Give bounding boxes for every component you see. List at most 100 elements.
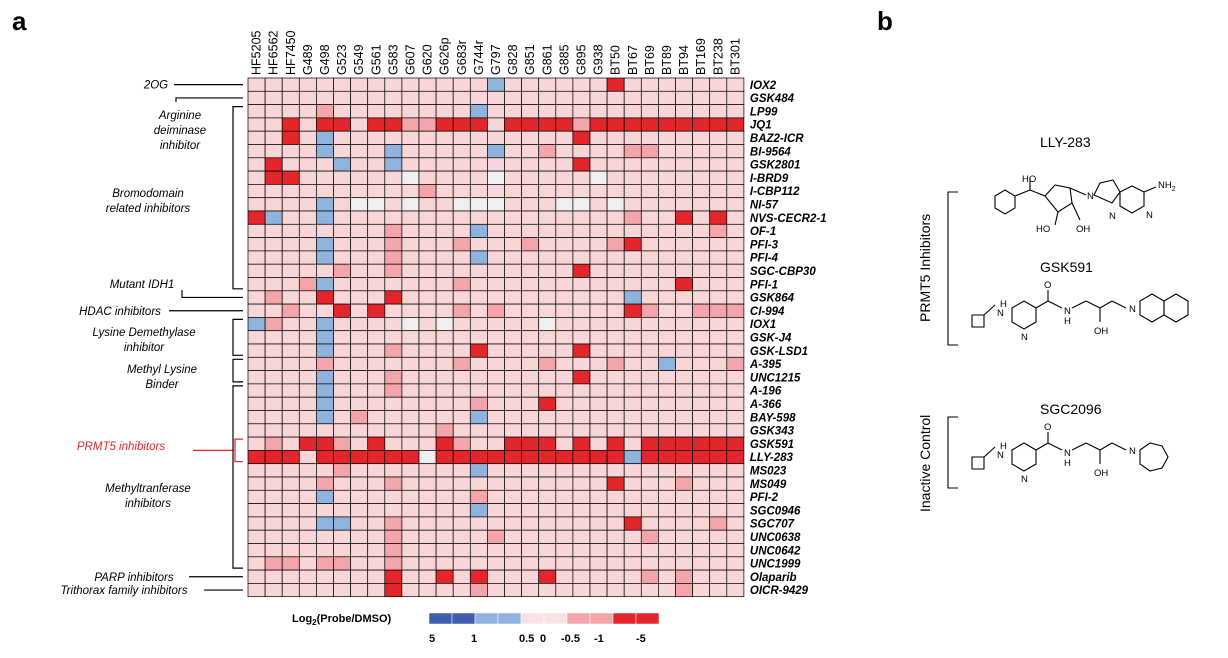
heatmap-cell xyxy=(572,303,591,318)
heatmap-cell xyxy=(709,383,728,398)
heatmap-cell xyxy=(589,277,608,292)
heatmap-cell xyxy=(726,569,745,584)
heatmap-cell xyxy=(367,436,386,451)
heatmap-cell xyxy=(367,476,386,491)
row-label: GSK-LSD1 xyxy=(750,346,808,358)
heatmap-cell xyxy=(281,277,300,292)
heatmap-cell xyxy=(298,210,317,225)
heatmap-cell xyxy=(435,503,454,518)
heatmap-cell xyxy=(298,516,317,531)
heatmap-cell xyxy=(675,583,693,598)
heatmap-cell xyxy=(298,197,317,212)
heatmap-cell xyxy=(401,396,420,411)
row-label: IOX2 xyxy=(750,80,777,92)
heatmap-cell xyxy=(384,210,403,225)
heatmap-cell xyxy=(572,343,591,358)
heatmap-cell xyxy=(658,503,676,518)
heatmap-cell xyxy=(589,343,608,358)
heatmap-cell xyxy=(521,343,540,358)
heatmap-cell xyxy=(675,410,693,425)
heatmap-cell xyxy=(538,197,557,212)
heatmap-cell xyxy=(281,463,300,478)
heatmap-cell xyxy=(726,543,745,558)
heatmap-cell xyxy=(401,463,420,478)
heatmap-cell xyxy=(418,370,437,385)
heatmap-cell xyxy=(623,543,642,558)
heatmap-cell xyxy=(316,263,334,278)
heatmap-cell xyxy=(572,290,591,305)
heatmap-cell xyxy=(606,144,625,159)
heatmap-cell xyxy=(350,184,369,199)
heatmap-cell xyxy=(623,90,642,105)
heatmap-cell xyxy=(316,583,334,598)
heatmap-cell xyxy=(367,184,386,199)
heatmap-cell xyxy=(401,543,420,558)
heatmap-cell xyxy=(298,503,317,518)
heatmap-cell xyxy=(555,90,574,105)
heatmap-cell xyxy=(487,423,505,438)
heatmap-cell xyxy=(435,516,454,531)
prmt5-side-label: PRMT5 Inhibitors xyxy=(917,214,933,322)
heatmap-cell xyxy=(623,263,642,278)
heatmap-cell xyxy=(538,450,557,465)
heatmap-cell xyxy=(658,343,676,358)
heatmap-cell xyxy=(487,170,505,185)
heatmap-cell xyxy=(521,423,540,438)
heatmap-cell xyxy=(555,436,574,451)
heatmap-cell xyxy=(692,104,711,119)
heatmap-cell xyxy=(247,117,266,132)
column-label: G523 xyxy=(335,44,349,75)
heatmap-cell xyxy=(726,184,745,199)
heatmap-cell xyxy=(640,317,659,332)
heatmap-cell xyxy=(384,476,403,491)
heatmap-cell xyxy=(675,556,693,571)
column-label: BT169 xyxy=(694,38,708,75)
heatmap-cell xyxy=(589,317,608,332)
heatmap-cell xyxy=(504,303,522,318)
heatmap-cell xyxy=(487,237,505,252)
heatmap-cell xyxy=(709,343,728,358)
heatmap-cell xyxy=(692,330,711,345)
heatmap-cell xyxy=(350,303,369,318)
heatmap-cell xyxy=(572,157,591,172)
heatmap-cell xyxy=(589,330,608,345)
heatmap-cell xyxy=(692,210,711,225)
heatmap-cell xyxy=(538,144,557,159)
heatmap-cell xyxy=(538,556,557,571)
heatmap-cell xyxy=(658,569,676,584)
heatmap-cell xyxy=(487,104,505,119)
heatmap-cell xyxy=(521,583,540,598)
heatmap-cell xyxy=(367,237,386,252)
heatmap-cell xyxy=(469,569,488,584)
heatmap-cell xyxy=(469,290,488,305)
heatmap-cell xyxy=(640,343,659,358)
heatmap-cell xyxy=(521,436,540,451)
heatmap-cell xyxy=(521,144,540,159)
heatmap-cell xyxy=(658,396,676,411)
heatmap-cell xyxy=(521,157,540,172)
heatmap-cell xyxy=(538,290,557,305)
heatmap-cell xyxy=(418,436,437,451)
heatmap-cell xyxy=(606,317,625,332)
legend-title: Log2(Probe/DMSO) xyxy=(292,613,392,627)
heatmap-cell xyxy=(281,144,300,159)
heatmap-cell xyxy=(367,90,386,105)
heatmap-cell xyxy=(623,569,642,584)
heatmap-cell xyxy=(521,383,540,398)
heatmap-cell xyxy=(692,356,711,371)
heatmap-cell xyxy=(640,197,659,212)
column-label: BT67 xyxy=(626,45,640,75)
heatmap-cell xyxy=(555,463,574,478)
group-label: Trithorax family inhibitors xyxy=(61,585,188,597)
heatmap-cell xyxy=(538,130,557,145)
heatmap-cell xyxy=(504,383,522,398)
heatmap-cell xyxy=(487,223,505,238)
heatmap-cell xyxy=(572,223,591,238)
heatmap-cell xyxy=(367,396,386,411)
heatmap-cell xyxy=(572,450,591,465)
heatmap-cell xyxy=(264,90,283,105)
heatmap-cell xyxy=(281,529,300,544)
heatmap-cell xyxy=(504,343,522,358)
heatmap-cell xyxy=(418,184,437,199)
heatmap-cell xyxy=(487,370,505,385)
